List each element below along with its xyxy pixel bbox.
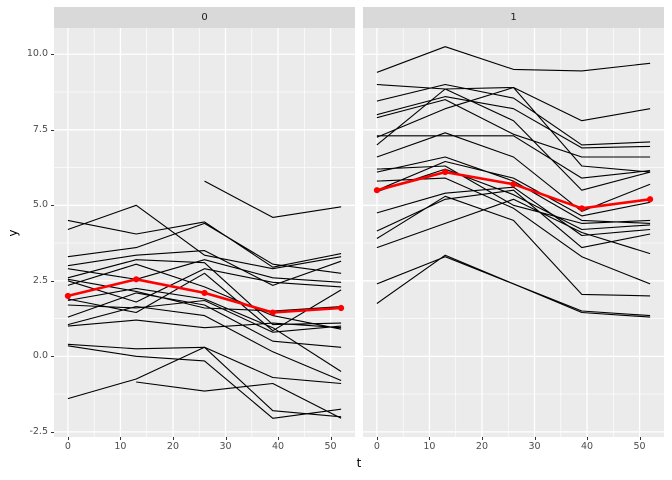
x-tick-mark xyxy=(376,437,378,440)
y-tick-mark xyxy=(51,431,54,433)
y-tick-label: 10.0 xyxy=(26,48,48,60)
subject-line xyxy=(67,305,342,382)
mean-point xyxy=(442,168,449,176)
x-tick-label: 20 xyxy=(166,441,180,452)
y-tick-label: 5.0 xyxy=(32,199,48,211)
x-tick-mark xyxy=(429,437,431,440)
subject-line xyxy=(67,292,342,348)
mean-point xyxy=(578,205,585,212)
x-tick-label: 30 xyxy=(528,441,541,452)
subject-line xyxy=(376,83,651,122)
facet-strip-1: 1 xyxy=(363,7,664,28)
x-tick-mark xyxy=(639,437,641,440)
subject-line xyxy=(136,381,342,419)
subject-line xyxy=(376,135,651,179)
subject-line xyxy=(67,219,342,268)
subject-line xyxy=(376,256,651,317)
mean-point xyxy=(337,304,345,312)
subject-line xyxy=(376,96,651,149)
subject-line xyxy=(67,259,342,283)
mean-point xyxy=(64,292,72,300)
y-tick-mark xyxy=(51,205,54,207)
x-tick-label: 10 xyxy=(114,441,127,452)
x-tick-label: 40 xyxy=(580,441,594,452)
mean-point xyxy=(269,309,276,316)
x-tick-label: 50 xyxy=(633,441,646,452)
y-tick-mark xyxy=(51,280,54,282)
x-tick-mark xyxy=(172,437,174,440)
subject-line xyxy=(67,345,342,419)
facet-strip-0: 0 xyxy=(54,7,355,28)
subject-line xyxy=(67,204,342,270)
x-tick-mark xyxy=(225,437,227,440)
x-tick-label: 0 xyxy=(64,441,71,452)
subject-line xyxy=(67,250,342,286)
x-tick-label: 50 xyxy=(324,441,337,452)
x-tick-label: 40 xyxy=(271,441,285,452)
mean-point xyxy=(510,181,517,188)
facet-panel-0 xyxy=(54,28,355,437)
subject-line xyxy=(67,222,342,274)
x-tick-label: 0 xyxy=(373,441,380,452)
x-tick-mark xyxy=(481,437,483,440)
subject-line xyxy=(67,268,342,303)
subject-line xyxy=(376,132,651,212)
subject-line xyxy=(67,319,342,329)
y-tick-label: 7.5 xyxy=(32,123,48,135)
mean-point xyxy=(646,196,654,203)
x-tick-mark xyxy=(587,437,589,440)
x-tick-mark xyxy=(278,437,280,440)
facet-strip-0-label: 0 xyxy=(201,12,208,23)
x-tick-label: 10 xyxy=(423,441,436,452)
subject-line xyxy=(204,180,342,218)
subject-line xyxy=(376,195,651,297)
subject-line xyxy=(376,46,651,73)
subject-line xyxy=(376,83,651,146)
subject-line xyxy=(376,160,651,217)
x-tick-mark xyxy=(120,437,122,440)
y-tick-label: -2.5 xyxy=(29,425,48,437)
x-tick-label: 30 xyxy=(219,441,232,452)
facet-panel-1 xyxy=(363,28,664,437)
subject-line xyxy=(67,272,342,332)
x-tick-mark xyxy=(67,437,69,440)
subject-line xyxy=(376,99,651,158)
subject-line xyxy=(67,263,342,330)
subject-line xyxy=(376,88,651,191)
x-tick-label: 20 xyxy=(475,441,489,452)
y-tick-label: 2.5 xyxy=(32,274,48,286)
subject-line xyxy=(67,299,342,333)
subject-line xyxy=(67,343,342,385)
mean-point xyxy=(373,187,381,194)
y-tick-label: 0.0 xyxy=(32,350,48,362)
subject-line xyxy=(67,287,342,372)
subject-line xyxy=(376,165,651,224)
mean-point xyxy=(133,276,140,283)
y-axis-title: y xyxy=(6,229,20,237)
y-tick-mark xyxy=(51,54,54,56)
subject-line xyxy=(67,278,342,312)
x-tick-mark xyxy=(330,437,332,440)
subject-line xyxy=(376,198,651,255)
subject-line xyxy=(67,346,342,418)
x-tick-mark xyxy=(534,437,536,440)
subject-line xyxy=(376,86,651,173)
mean-point xyxy=(201,289,208,297)
x-axis-title: t xyxy=(356,456,362,470)
y-tick-mark xyxy=(51,356,54,358)
facet-strip-1-label: 1 xyxy=(510,12,517,23)
subject-line xyxy=(376,168,651,231)
subject-line xyxy=(376,254,651,318)
y-tick-mark xyxy=(51,129,54,131)
